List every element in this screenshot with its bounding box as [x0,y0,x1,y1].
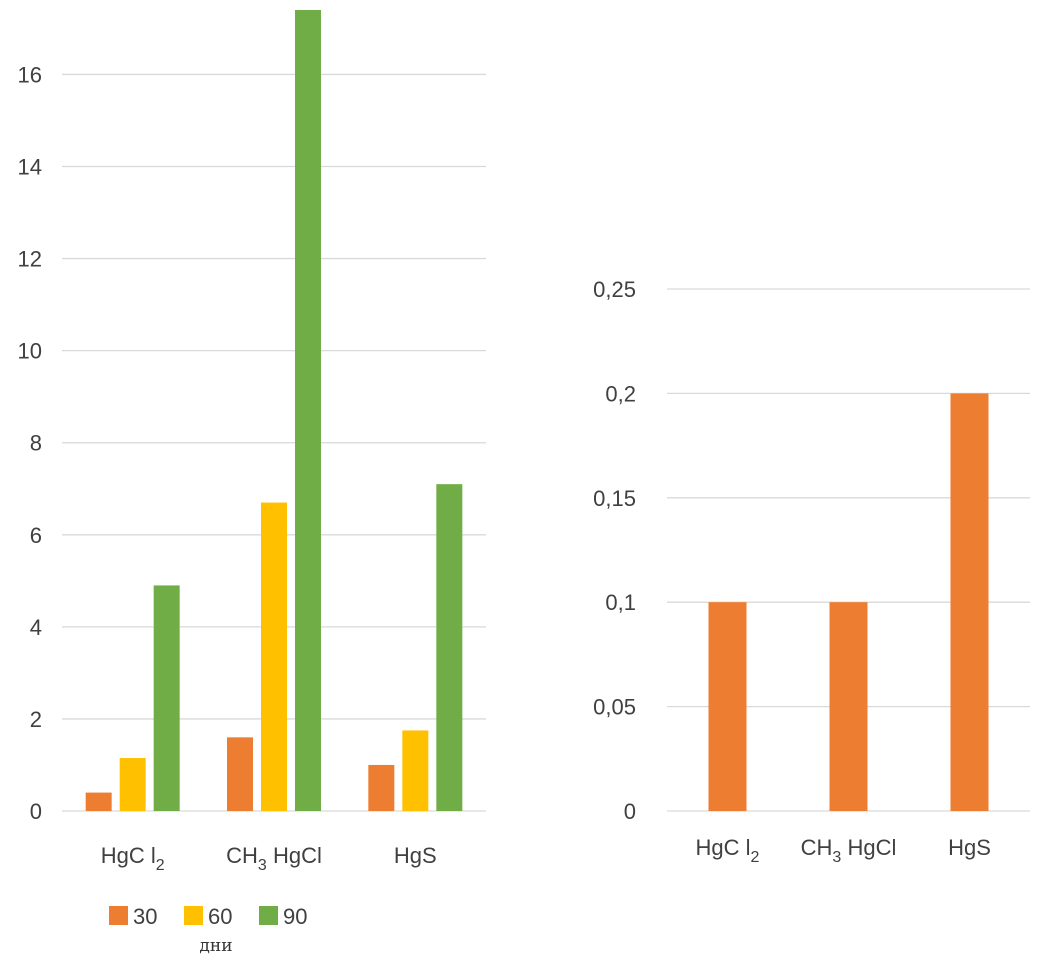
bar-series-90-HgS [436,484,463,811]
y-tick-label: 0,05 [593,695,636,720]
category-label: HgC l2 [101,843,165,874]
y-tick-label: 6 [30,523,42,548]
y-tick-label: 0 [30,799,42,824]
chart-right: 0 0,05 0,1 0,15 0,2 0,25 HgC l2 CH3 HgCl HgS [593,277,1030,866]
y-tick-label: 14 [18,155,42,180]
chart-left: 0 2 4 6 8 10 12 14 16 HgC l2 CH3 HgCl HgS [18,10,486,874]
bar-series-60-CH3HgCl [261,502,287,811]
category-label: CH3 HgCl [226,843,322,874]
legend-label-60: 60 [208,904,232,929]
bar-series-60-HgS [402,730,429,811]
bar-series-30-CH3HgCl [227,737,253,811]
category-label: HgC l2 [696,835,760,866]
bar-series-30-HgS [368,764,395,811]
bar-HgS [950,393,989,811]
y-tick-label: 0,15 [593,486,636,511]
y-tick-label: 0 [624,799,636,824]
legend: 30 60 90 [109,904,307,929]
y-tick-label: 0,1 [605,590,636,615]
y-tick-label: 0,2 [605,381,636,406]
bar-series-90-HgCl2 [153,585,180,811]
bar-HgCl2 [708,602,747,811]
legend-swatch-60 [184,906,203,925]
y-tick-label: 8 [30,431,42,456]
legend-label-90: 90 [283,904,307,929]
legend-unit-label: дни [199,936,232,956]
category-label: CH3 HgCl [801,835,897,866]
legend-label-30: 30 [133,904,157,929]
y-tick-label: 0,25 [593,277,636,302]
y-tick-label: 4 [30,615,42,640]
y-tick-label: 16 [18,62,42,87]
legend-swatch-90 [259,906,278,925]
legend-swatch-30 [109,906,128,925]
y-tick-label: 2 [30,707,42,732]
bar-CH3HgCl [829,602,868,811]
bar-series-90-CH3HgCl [295,10,321,811]
category-label: HgS [948,835,991,860]
bar-series-60-HgCl2 [119,758,146,811]
y-tick-label: 10 [18,339,42,364]
category-label: HgS [394,843,437,868]
y-tick-label: 12 [18,247,42,272]
bar-series-30-HgCl2 [85,792,112,811]
